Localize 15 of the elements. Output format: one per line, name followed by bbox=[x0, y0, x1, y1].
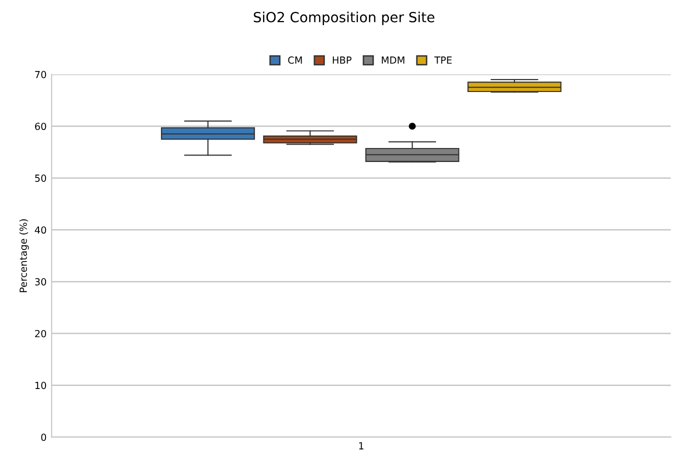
y-tick-label: 10 bbox=[35, 382, 46, 390]
legend-label: CM bbox=[288, 56, 302, 64]
y-tick-label: 20 bbox=[35, 330, 46, 338]
y-tick-label: 70 bbox=[35, 70, 46, 78]
chart-title: SiO2 Composition per Site bbox=[254, 12, 434, 26]
legend-label: TPE bbox=[434, 56, 452, 64]
x-tick-label: 1 bbox=[359, 442, 364, 450]
y-tick-label: 30 bbox=[35, 278, 46, 286]
y-tick-label: 50 bbox=[35, 174, 46, 182]
y-tick-label: 40 bbox=[34, 226, 46, 234]
y-tick-label: 60 bbox=[35, 122, 46, 130]
y-tick-label: 0 bbox=[41, 434, 46, 441]
legend-label: MDM bbox=[382, 56, 404, 64]
legend-label: HBP bbox=[332, 56, 352, 64]
y-axis-title: Percentage (%) bbox=[19, 219, 29, 292]
